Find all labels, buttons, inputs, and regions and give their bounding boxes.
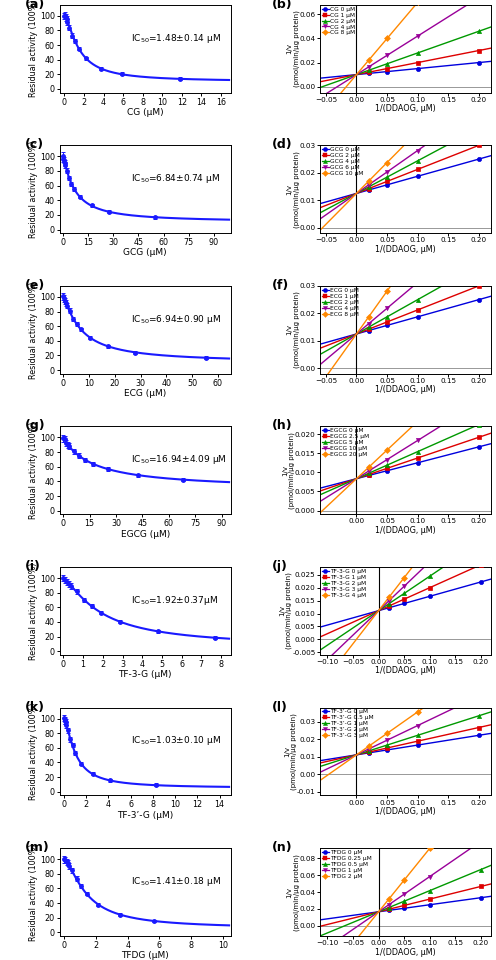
Y-axis label: 1/v
(pmol/min/μg protein): 1/v (pmol/min/μg protein) (282, 432, 295, 509)
Y-axis label: Residual activity (100%): Residual activity (100%) (29, 281, 38, 378)
Text: (b): (b) (272, 0, 293, 11)
Text: (k): (k) (25, 701, 45, 713)
Y-axis label: Residual activity (100%): Residual activity (100%) (29, 843, 38, 941)
X-axis label: TF-3-G (μM): TF-3-G (μM) (119, 670, 172, 679)
Legend: TF-3’-G 0 μM, TF-3’-G 0.5 μM, TF-3’-G 1 μM, TF-3’-G 2 μM, TF-3’-G 3 μM: TF-3’-G 0 μM, TF-3’-G 0.5 μM, TF-3’-G 1 … (321, 708, 374, 739)
Text: IC$_{50}$=1.48±0.14 μM: IC$_{50}$=1.48±0.14 μM (131, 32, 221, 45)
Text: (g): (g) (25, 420, 46, 432)
Y-axis label: 1/v
(pmol/min/μg protein): 1/v (pmol/min/μg protein) (287, 292, 300, 369)
Text: (m): (m) (25, 841, 50, 854)
Text: IC$_{50}$=6.84±0.74 μM: IC$_{50}$=6.84±0.74 μM (131, 172, 220, 185)
Y-axis label: Residual activity (100%): Residual activity (100%) (29, 421, 38, 519)
X-axis label: 1/(DDAOG, μM): 1/(DDAOG, μM) (375, 245, 436, 253)
Text: (e): (e) (25, 279, 46, 292)
Legend: TF-3-G 0 μM, TF-3-G 1 μM, TF-3-G 2 μM, TF-3-G 3 μM, TF-3-G 4 μM: TF-3-G 0 μM, TF-3-G 1 μM, TF-3-G 2 μM, T… (321, 568, 367, 598)
Text: IC$_{50}$=1.03±0.10 μM: IC$_{50}$=1.03±0.10 μM (131, 734, 221, 748)
Text: (n): (n) (272, 841, 293, 854)
X-axis label: EGCG (μM): EGCG (μM) (121, 530, 170, 539)
X-axis label: TFDG (μM): TFDG (μM) (121, 951, 169, 960)
Y-axis label: 1/v
(pmol/min/μg protein): 1/v (pmol/min/μg protein) (287, 853, 300, 930)
Y-axis label: Residual activity (100%): Residual activity (100%) (29, 140, 38, 238)
Text: (f): (f) (272, 279, 289, 292)
Y-axis label: Residual activity (100%): Residual activity (100%) (29, 563, 38, 660)
Text: (d): (d) (272, 138, 293, 152)
Y-axis label: 1/v
(pmol/min/μg protein): 1/v (pmol/min/μg protein) (287, 11, 300, 87)
X-axis label: 1/(DDAOG, μM): 1/(DDAOG, μM) (375, 526, 436, 535)
Text: (h): (h) (272, 420, 293, 432)
X-axis label: TF-3’-G (μM): TF-3’-G (μM) (117, 810, 173, 820)
Text: IC$_{50}$=6.94±0.90 μM: IC$_{50}$=6.94±0.90 μM (131, 313, 221, 325)
Text: IC$_{50}$=1.41±0.18 μM: IC$_{50}$=1.41±0.18 μM (131, 875, 221, 888)
Y-axis label: 1/v
(pmol/min/μg protein): 1/v (pmol/min/μg protein) (279, 572, 292, 649)
Text: (i): (i) (25, 560, 41, 573)
X-axis label: 1/(DDAOG, μM): 1/(DDAOG, μM) (375, 666, 436, 676)
Legend: CG 0 μM, CG 1 μM, CG 2 μM, CG 4 μM, CG 8 μM: CG 0 μM, CG 1 μM, CG 2 μM, CG 4 μM, CG 8… (321, 6, 356, 36)
X-axis label: 1/(DDAOG, μM): 1/(DDAOG, μM) (375, 385, 436, 395)
X-axis label: ECG (μM): ECG (μM) (124, 389, 166, 398)
Text: IC$_{50}$=1.92±0.37μM: IC$_{50}$=1.92±0.37μM (131, 594, 218, 607)
Y-axis label: 1/v
(pmol/min/μg protein): 1/v (pmol/min/μg protein) (284, 713, 297, 790)
Legend: GCG 0 μM, GCG 2 μM, GCG 4 μM, GCG 6 μM, GCG 10 μM: GCG 0 μM, GCG 2 μM, GCG 4 μM, GCG 6 μM, … (321, 147, 364, 177)
X-axis label: 1/(DDAOG, μM): 1/(DDAOG, μM) (375, 807, 436, 816)
Legend: TFDG 0 μM, TFDG 0.25 μM, TFDG 0.5 μM, TFDG 1 μM, TFDG 2 μM: TFDG 0 μM, TFDG 0.25 μM, TFDG 0.5 μM, TF… (321, 850, 372, 879)
Text: (c): (c) (25, 138, 45, 152)
X-axis label: GCG (μM): GCG (μM) (124, 249, 167, 257)
Legend: ECG 0 μM, ECG 1 μM, ECG 2 μM, ECG 4 μM, ECG 8 μM: ECG 0 μM, ECG 1 μM, ECG 2 μM, ECG 4 μM, … (321, 287, 360, 317)
Y-axis label: Residual activity (100%): Residual activity (100%) (29, 0, 38, 98)
X-axis label: 1/(DDAOG, μM): 1/(DDAOG, μM) (375, 105, 436, 113)
X-axis label: 1/(DDAOG, μM): 1/(DDAOG, μM) (375, 948, 436, 956)
Y-axis label: Residual activity (100%): Residual activity (100%) (29, 703, 38, 801)
Legend: EGCG 0 μM, EGCG 2.5 μM, EGCG 5 μM, EGCG 10 μM, EGCG 20 μM: EGCG 0 μM, EGCG 2.5 μM, EGCG 5 μM, EGCG … (321, 427, 370, 458)
X-axis label: CG (μM): CG (μM) (127, 108, 164, 117)
Y-axis label: 1/v
(pmol/min/μg protein): 1/v (pmol/min/μg protein) (287, 151, 300, 228)
Text: IC$_{50}$=16.94±4.09 μM: IC$_{50}$=16.94±4.09 μM (131, 453, 227, 467)
Text: (l): (l) (272, 701, 288, 713)
Text: (j): (j) (272, 560, 288, 573)
Text: (a): (a) (25, 0, 46, 11)
